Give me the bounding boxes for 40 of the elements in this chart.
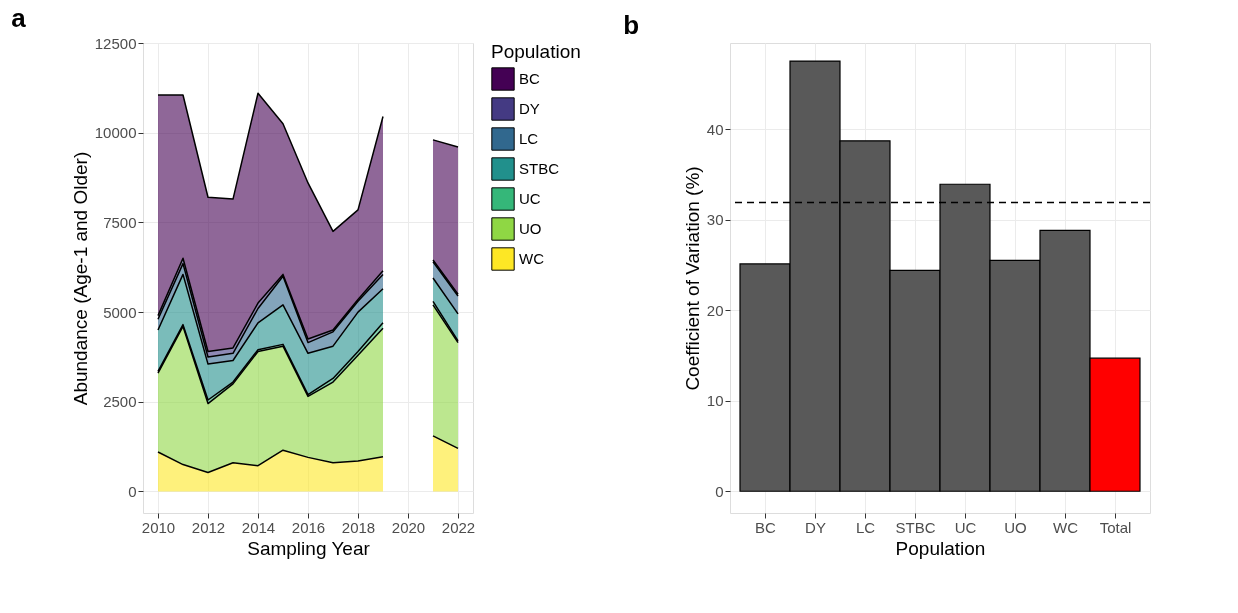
legend-label: UO (519, 220, 542, 237)
x-tick-label: UC (954, 518, 977, 536)
chart-title: a (11, 3, 27, 33)
y-tick-label: 20 (706, 301, 724, 319)
y-tick-label: 7500 (103, 213, 137, 231)
x-tick-label: DY (805, 518, 826, 536)
legend-title: Population (491, 41, 581, 62)
legend-label: LC (519, 130, 539, 147)
x-tick-label: UO (1004, 518, 1027, 536)
y-tick-label: 10000 (94, 124, 137, 142)
x-tick-label: 2022 (441, 518, 476, 536)
x-axis-title: Population (895, 537, 986, 559)
y-tick-label: 12500 (94, 34, 137, 52)
y-axis-title: Coefficient of Variation (%) (681, 166, 703, 391)
legend-label: WC (519, 250, 545, 267)
chart-title: b (623, 10, 640, 40)
x-tick-label: 2012 (191, 518, 226, 536)
y-tick-label: 30 (706, 211, 724, 229)
y-tick-label: 2500 (103, 393, 137, 411)
x-tick-label: Total (1099, 518, 1132, 536)
x-axis-title: Sampling Year (247, 537, 371, 559)
y-tick-label: 40 (706, 120, 724, 138)
legend-label: STBC (519, 160, 560, 177)
legend-label: BC (519, 70, 540, 87)
y-tick-label: 0 (715, 482, 724, 500)
y-tick-label: 10 (706, 392, 724, 410)
x-tick-label: BC (755, 518, 777, 536)
x-tick-label: LC (855, 518, 876, 536)
y-tick-label: 5000 (103, 303, 137, 321)
y-axis-title: Abundance (Age-1 and Older) (69, 151, 91, 406)
x-tick-label: 2018 (341, 518, 376, 536)
y-tick-label: 0 (128, 482, 137, 500)
x-tick-label: STBC (895, 518, 936, 536)
x-tick-label: 2016 (291, 518, 326, 536)
x-tick-label: 2020 (391, 518, 426, 536)
x-tick-label: WC (1053, 518, 1079, 536)
x-tick-label: 2014 (241, 518, 276, 536)
legend-label: DY (519, 100, 540, 117)
x-tick-label: 2010 (141, 518, 176, 536)
legend-label: UC (519, 190, 541, 207)
